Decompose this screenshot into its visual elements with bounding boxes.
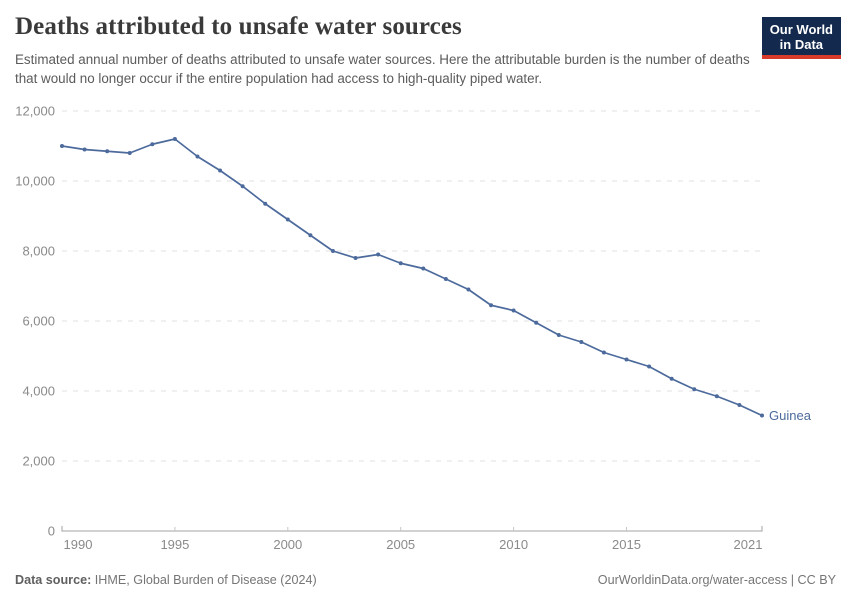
data-point [105, 149, 110, 154]
x-tick-label: 2010 [499, 537, 528, 552]
y-tick-label: 10,000 [15, 174, 55, 189]
data-point [556, 333, 561, 337]
data-point [82, 147, 87, 152]
y-tick-label: 6,000 [22, 314, 55, 329]
owid-logo: Our World in Data [761, 17, 841, 59]
owid-logo-line2: in Data [779, 37, 824, 52]
data-point [330, 249, 335, 253]
x-tick-label: 2021 [734, 537, 763, 552]
data-point [172, 137, 177, 141]
data-point [511, 308, 516, 313]
data-point [150, 142, 155, 147]
x-tick-label: 2000 [273, 537, 302, 552]
x-tick-label: 2005 [386, 537, 415, 552]
data-point [443, 277, 448, 281]
data-point [669, 376, 674, 381]
chart-footer: Data source: IHME, Global Burden of Dise… [15, 573, 836, 587]
x-tick-label: 2015 [612, 537, 641, 552]
data-source-value: IHME, Global Burden of Disease (2024) [91, 573, 317, 587]
x-tick-label: 1990 [64, 537, 93, 552]
data-point [647, 364, 652, 369]
data-point [489, 303, 494, 308]
chart-subtitle: Estimated annual number of deaths attrib… [15, 52, 750, 86]
data-source-label: Data source: [15, 573, 92, 587]
data-point [624, 357, 629, 362]
y-tick-label: 2,000 [22, 454, 55, 469]
data-point [760, 413, 764, 418]
license-note: OurWorldinData.org/water-access | CC BY [597, 573, 836, 587]
x-tick-label: 1995 [160, 537, 189, 552]
data-point [195, 154, 200, 159]
y-tick-label: 12,000 [15, 104, 55, 119]
y-tick-label: 0 [48, 524, 55, 539]
data-point [421, 266, 426, 271]
data-point [60, 144, 64, 148]
data-point [353, 256, 358, 260]
data-point [601, 350, 606, 355]
data-point [714, 394, 719, 399]
entity-label: Guinea [769, 408, 812, 423]
page-title: Deaths attributed to unsafe water source… [15, 13, 462, 40]
data-point [376, 252, 381, 257]
data-point [263, 201, 268, 206]
data-point [127, 151, 132, 155]
data-point [466, 287, 471, 292]
y-tick-label: 4,000 [22, 384, 55, 399]
data-point [579, 340, 584, 344]
y-tick-label: 8,000 [22, 244, 55, 259]
data-point [308, 233, 313, 238]
data-point [398, 261, 403, 266]
owid-logo-line1: Our World [769, 22, 833, 37]
data-line [61, 138, 763, 417]
x-axis-line [61, 526, 763, 532]
data-source: Data source: IHME, Global Burden of Dise… [15, 573, 317, 587]
data-point [737, 403, 742, 407]
data-point [218, 168, 223, 173]
data-point [534, 320, 539, 325]
data-point [285, 217, 290, 222]
data-point [692, 387, 697, 392]
data-point [240, 184, 245, 189]
